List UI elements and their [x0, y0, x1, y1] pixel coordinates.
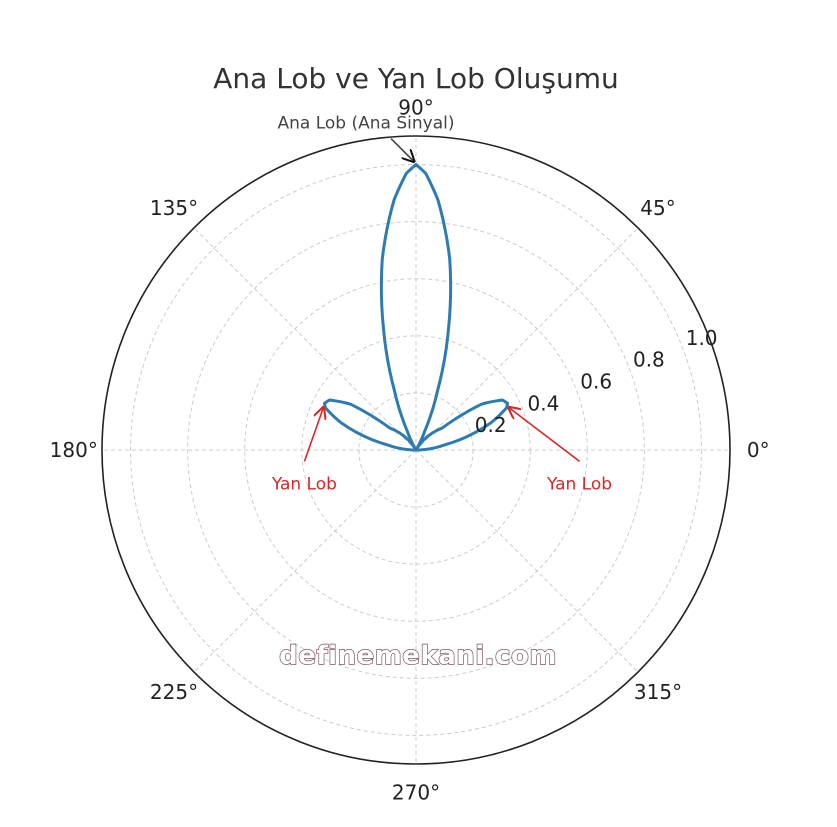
annotation-label: Ana Lob (Ana Sinyal)	[278, 114, 455, 134]
radial-tick-label: 0.4	[527, 391, 559, 415]
radial-tick-label: 1.0	[686, 326, 718, 350]
angle-tick-label: 45°	[640, 196, 675, 220]
series-layer	[322, 163, 510, 452]
annotation-arrow	[390, 137, 414, 162]
tick-labels: 0° 45° 90° 135° 180° 225° 270° 315° 0.2 0.4 0.6 0.8…	[50, 96, 770, 805]
angular-gridline	[193, 449, 417, 673]
annotation-label: Yan Lob	[546, 474, 612, 494]
radial-gridline	[187, 221, 645, 679]
annotation-arrow	[509, 407, 581, 462]
angular-gridline	[415, 227, 639, 451]
chart-title: Ana Lob ve Yan Lob Oluşumu	[213, 62, 618, 95]
annotation-arrow	[303, 407, 323, 462]
radial-tick-label: 0.2	[475, 413, 507, 437]
angle-tick-label: 0°	[747, 438, 770, 462]
angle-tick-label: 180°	[50, 438, 98, 462]
radial-tick-label: 0.6	[580, 369, 612, 393]
angle-tick-label: 135°	[150, 196, 198, 220]
angle-tick-label: 315°	[634, 680, 682, 704]
annotations: Ana Lob (Ana Sinyal) Yan Lob Yan Lob	[271, 114, 612, 495]
angle-tick-label: 270°	[392, 780, 440, 804]
watermark: definemekani.com	[279, 641, 557, 671]
annotation-label: Yan Lob	[271, 474, 337, 494]
polar-grid	[101, 135, 731, 765]
angle-tick-label: 225°	[150, 680, 198, 704]
radial-tick-label: 0.8	[633, 348, 665, 372]
angle-tick-label: 90°	[398, 96, 433, 120]
polar-frame	[101, 135, 731, 765]
angular-gridline	[415, 449, 639, 673]
angular-gridline	[193, 227, 417, 451]
series-line	[322, 163, 510, 452]
